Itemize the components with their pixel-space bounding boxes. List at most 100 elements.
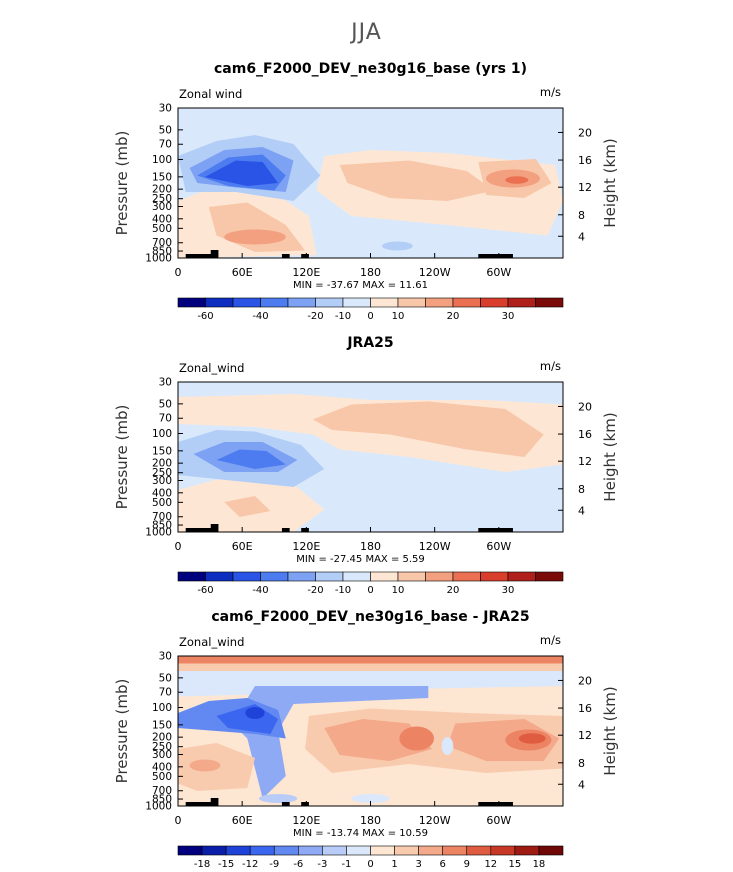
contour-region xyxy=(518,733,546,744)
units-label: m/s xyxy=(540,85,561,99)
y-tick-label: 300 xyxy=(152,749,172,761)
topography-mask xyxy=(478,528,513,532)
colorbar-label: 3 xyxy=(415,859,421,870)
colorbar-swatch xyxy=(177,845,203,856)
height-tick-label: 8 xyxy=(578,483,585,496)
colorbar-label: 30 xyxy=(502,585,515,596)
y-tick-label: 50 xyxy=(159,672,172,684)
colorbar-swatch xyxy=(315,297,344,308)
colorbar-label: -20 xyxy=(307,311,323,322)
height-axis-label: Height (km) xyxy=(601,412,619,501)
x-tick-label: 60E xyxy=(232,814,253,827)
colorbar-label: 18 xyxy=(533,859,546,870)
colorbar-label: 10 xyxy=(392,311,405,322)
contour-region xyxy=(224,496,271,517)
colorbar-swatch xyxy=(394,845,419,856)
panel-title: cam6_F2000_DEV_ne30g16_base - JRA25 xyxy=(211,609,529,625)
y-tick-label: 850 xyxy=(152,794,172,806)
height-tick-label: 8 xyxy=(578,209,585,222)
units-label: m/s xyxy=(540,633,561,647)
height-tick-label: 16 xyxy=(578,428,592,441)
x-tick-label: 0 xyxy=(175,814,182,827)
colorbar-label: 0 xyxy=(367,859,373,870)
height-tick-label: 12 xyxy=(578,455,592,468)
contour-field xyxy=(178,656,563,806)
x-tick-label: 180 xyxy=(360,266,381,279)
variable-label: Zonal_wind xyxy=(179,635,244,649)
colorbar-swatch xyxy=(535,571,564,582)
colorbar-label: -1 xyxy=(341,859,351,870)
topography-mask xyxy=(281,802,290,806)
colorbar-swatch xyxy=(201,845,227,856)
colorbar-swatch xyxy=(466,845,492,856)
colorbar-swatch xyxy=(490,845,516,856)
height-tick-label: 12 xyxy=(578,181,592,194)
colorbar-label: 12 xyxy=(484,859,497,870)
y-tick-label: 500 xyxy=(152,223,172,235)
contour-field xyxy=(178,382,563,532)
y-tick-label: 70 xyxy=(159,687,172,699)
colorbar-swatch xyxy=(514,845,540,856)
colorbar-label: 9 xyxy=(464,859,470,870)
colorbar-label: -18 xyxy=(194,859,210,870)
y-tick-label: 200 xyxy=(152,184,172,196)
topography-mask xyxy=(301,802,309,806)
colorbar-swatch xyxy=(322,845,347,856)
colorbar-label: -15 xyxy=(218,859,234,870)
min-max-label: MIN = -37.67 MAX = 11.61 xyxy=(293,280,428,291)
colorbar-swatch xyxy=(249,845,275,856)
contour-region xyxy=(189,759,221,772)
colorbar-label: -6 xyxy=(293,859,303,870)
height-tick-label: 4 xyxy=(578,230,585,243)
colorbar-swatch xyxy=(425,571,454,582)
contour-region xyxy=(231,686,429,799)
colorbar-label: 20 xyxy=(447,585,460,596)
topography-mask xyxy=(185,802,213,806)
colorbar-label: 15 xyxy=(509,859,522,870)
colorbar-swatch xyxy=(535,297,564,308)
y-tick-label: 500 xyxy=(152,771,172,783)
height-tick-label: 20 xyxy=(578,674,592,687)
variable-label: Zonal wind xyxy=(179,87,242,101)
topography-mask xyxy=(210,250,219,258)
contour-region xyxy=(258,794,298,803)
y-tick-label: 30 xyxy=(159,377,172,389)
panel-1: cam6_F2000_DEV_ne30g16_base (yrs 1) Zonal… xyxy=(113,61,619,322)
colorbar-swatch xyxy=(397,297,426,308)
y-tick-label: 300 xyxy=(152,201,172,213)
height-axis-label: Height (km) xyxy=(601,138,619,227)
min-max-label: MIN = -13.74 MAX = 10.59 xyxy=(293,828,428,839)
y-tick-label: 700 xyxy=(152,785,172,797)
colorbar-label: -12 xyxy=(242,859,258,870)
contour-region xyxy=(204,160,279,186)
y-axis-label: Pressure (mb) xyxy=(113,679,131,784)
colorbar-swatch xyxy=(260,571,289,582)
contour-region xyxy=(224,229,286,245)
y-tick-label: 30 xyxy=(159,103,172,115)
y-tick-label: 400 xyxy=(152,213,172,225)
contour-region xyxy=(505,176,529,184)
colorbar-label: -40 xyxy=(252,311,268,322)
colorbar-label: 6 xyxy=(440,859,446,870)
y-tick-label: 100 xyxy=(152,428,172,440)
y-tick-label: 50 xyxy=(159,124,172,136)
contour-region xyxy=(447,719,560,761)
colorbar-label: -10 xyxy=(335,585,351,596)
y-tick-label: 200 xyxy=(152,458,172,470)
topography-mask xyxy=(201,528,217,532)
y-tick-label: 70 xyxy=(159,413,172,425)
colorbar-swatch xyxy=(425,297,454,308)
colorbar-swatch xyxy=(452,297,481,308)
colorbar-label: 0 xyxy=(367,311,373,322)
contour-region xyxy=(216,449,286,469)
units-label: m/s xyxy=(540,359,561,373)
colorbar-label: 20 xyxy=(447,311,460,322)
colorbar-swatch xyxy=(177,571,206,582)
colorbar-swatch xyxy=(287,297,316,308)
topography-mask xyxy=(210,524,219,532)
topography-mask xyxy=(281,254,290,258)
colorbar-swatch xyxy=(260,297,289,308)
contour-region xyxy=(382,241,413,251)
topography-mask xyxy=(185,528,213,532)
